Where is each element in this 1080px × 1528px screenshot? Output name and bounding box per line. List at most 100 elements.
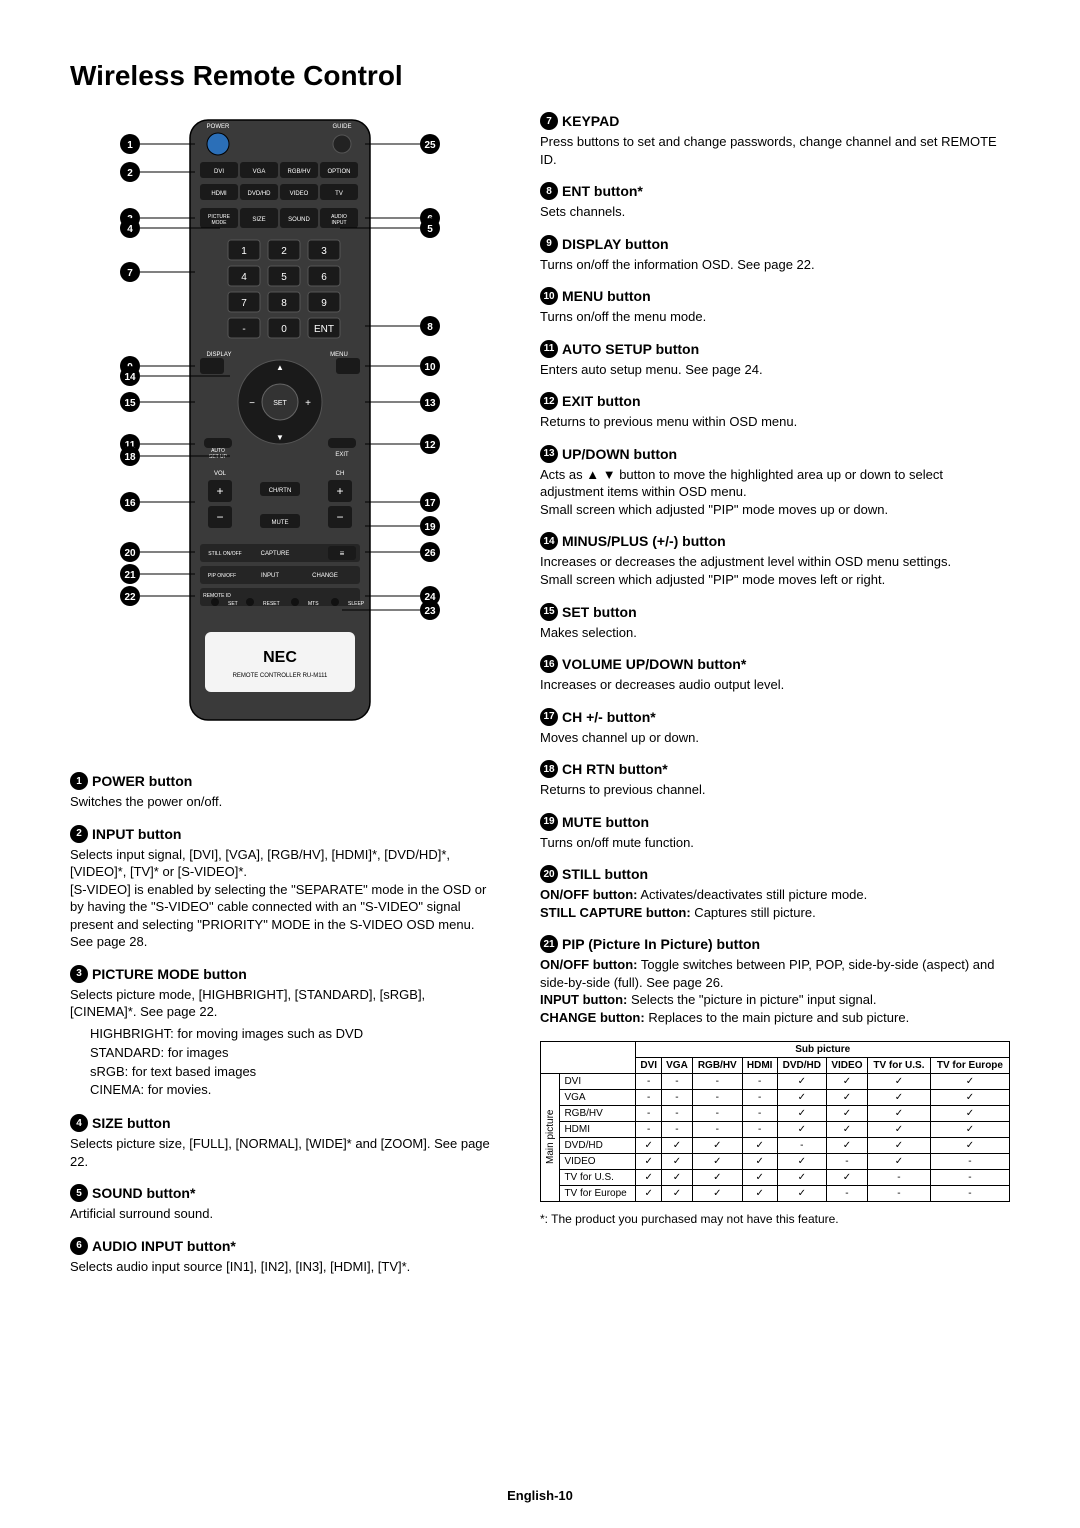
item-desc: Returns to previous menu within OSD menu… (540, 413, 1010, 431)
remote-svg: POWER GUIDE DVI VGA RGB/HV OPTION HDMI D… (110, 112, 450, 752)
item-number-icon: 13 (540, 445, 558, 463)
item-heading: 6AUDIO INPUT button* (70, 1237, 490, 1255)
item-heading: 17CH +/- button* (540, 708, 1010, 726)
item-heading: 18CH RTN button* (540, 760, 1010, 778)
svg-text:NEC: NEC (263, 649, 297, 666)
svg-text:TV: TV (335, 191, 343, 197)
item-number-icon: 5 (70, 1184, 88, 1202)
item-desc: Turns on/off the information OSD. See pa… (540, 256, 1010, 274)
svg-text:0: 0 (281, 324, 287, 335)
svg-text:4: 4 (241, 272, 247, 283)
svg-text:DISPLAY: DISPLAY (207, 352, 232, 358)
svg-text:REMOTE CONTROLLER RU-M111: REMOTE CONTROLLER RU-M111 (233, 673, 328, 679)
svg-text:7: 7 (241, 298, 247, 309)
item-14: 14MINUS/PLUS (+/-) buttonIncreases or de… (540, 532, 1010, 588)
item-13: 13UP/DOWN buttonActs as ▲ ▼ button to mo… (540, 445, 1010, 519)
item-desc: Moves channel up or down. (540, 729, 1010, 747)
item-number-icon: 10 (540, 287, 558, 305)
item-4: 4SIZE buttonSelects picture size, [FULL]… (70, 1114, 490, 1170)
svg-text:INPUT: INPUT (261, 573, 279, 579)
page-footer: English-10 (0, 1488, 1080, 1503)
svg-text:1: 1 (241, 246, 247, 257)
footnote: *: The product you purchased may not hav… (540, 1212, 1010, 1226)
svg-text:9: 9 (321, 298, 327, 309)
item-title: PIP (Picture In Picture) button (562, 936, 760, 952)
item-number-icon: 19 (540, 813, 558, 831)
svg-text:19: 19 (424, 522, 436, 533)
svg-text:14: 14 (124, 372, 136, 383)
item-title: SET button (562, 604, 637, 620)
svg-text:SLEEP: SLEEP (348, 601, 365, 607)
item-title: UP/DOWN button (562, 446, 677, 462)
svg-text:26: 26 (424, 548, 436, 559)
svg-text:1: 1 (127, 140, 133, 151)
item-title: MENU button (562, 288, 651, 304)
svg-text:25: 25 (424, 140, 436, 151)
item-title: MUTE button (562, 814, 649, 830)
svg-text:22: 22 (124, 592, 136, 603)
left-item-list: 1POWER button Switches the power on/off. 2… (70, 772, 490, 1275)
left-column: POWER GUIDE DVI VGA RGB/HV OPTION HDMI D… (70, 112, 490, 1289)
svg-text:SET: SET (273, 400, 287, 407)
item-3: 3PICTURE MODE buttonSelects picture mode… (70, 965, 490, 1100)
svg-text:7: 7 (127, 268, 133, 279)
item-9: 9DISPLAY button Turns on/off the informat… (540, 235, 1010, 274)
svg-text:SET: SET (228, 601, 238, 607)
svg-text:RGB/HV: RGB/HV (287, 169, 310, 175)
item-heading: 12EXIT button (540, 392, 1010, 410)
content-columns: POWER GUIDE DVI VGA RGB/HV OPTION HDMI D… (70, 112, 1010, 1289)
item-2: 2INPUT buttonSelects input signal, [DVI]… (70, 825, 490, 951)
svg-text:REMOTE ID: REMOTE ID (203, 593, 231, 599)
svg-text:GUIDE: GUIDE (332, 124, 351, 130)
item-number-icon: 15 (540, 603, 558, 621)
item-desc: Selects audio input source [IN1], [IN2],… (70, 1258, 490, 1276)
item-indent: HIGHBRIGHT: for moving images such as DV… (90, 1025, 490, 1100)
svg-text:13: 13 (424, 398, 436, 409)
item-number-icon: 18 (540, 760, 558, 778)
item-number-icon: 12 (540, 392, 558, 410)
item-heading: 13UP/DOWN button (540, 445, 1010, 463)
item-number-icon: 9 (540, 235, 558, 253)
item-desc: Artificial surround sound. (70, 1205, 490, 1223)
item-number-icon: 14 (540, 532, 558, 550)
svg-text:MENU: MENU (330, 352, 348, 358)
item-desc: Turns on/off mute function. (540, 834, 1010, 852)
svg-text:MUTE: MUTE (272, 520, 289, 526)
item-heading: 1POWER button (70, 772, 490, 790)
svg-text:+: + (216, 484, 223, 498)
svg-text:EXIT: EXIT (335, 452, 349, 458)
svg-text:5: 5 (281, 272, 287, 283)
svg-text:2: 2 (127, 168, 133, 179)
item-desc: Enters auto setup menu. See page 24. (540, 361, 1010, 379)
svg-text:8: 8 (281, 298, 287, 309)
item-heading: 15SET button (540, 603, 1010, 621)
item-7: 7KEYPADPress buttons to set and change p… (540, 112, 1010, 168)
svg-text:RESET: RESET (263, 601, 280, 607)
item-heading: 20STILL button (540, 865, 1010, 883)
item-title: STILL button (562, 866, 648, 882)
svg-text:23: 23 (424, 606, 436, 617)
item-desc: ON/OFF button: Toggle switches between P… (540, 956, 1010, 1026)
item-title: VOLUME UP/DOWN button* (562, 656, 746, 672)
item-heading: 5SOUND button* (70, 1184, 490, 1202)
item-title: CH RTN button* (562, 761, 668, 777)
right-column: 7KEYPADPress buttons to set and change p… (540, 112, 1010, 1289)
item-heading: 19MUTE button (540, 813, 1010, 831)
svg-text:▲: ▲ (276, 363, 284, 372)
item-title: AUTO SETUP button (562, 341, 699, 357)
svg-text:DVI: DVI (214, 169, 224, 175)
svg-text:VOL: VOL (214, 471, 227, 477)
item-heading: 16VOLUME UP/DOWN button* (540, 655, 1010, 673)
item-desc: Switches the power on/off. (70, 793, 490, 811)
svg-text:SOUND: SOUND (288, 217, 310, 223)
item-desc: Turns on/off the menu mode. (540, 308, 1010, 326)
item-number-icon: 3 (70, 965, 88, 983)
svg-text:17: 17 (424, 498, 436, 509)
item-desc: Selects input signal, [DVI], [VGA], [RGB… (70, 846, 490, 951)
svg-text:5: 5 (427, 224, 433, 235)
svg-text:21: 21 (124, 570, 136, 581)
item-title: SIZE button (92, 1115, 171, 1131)
pip-table-wrap: Sub pictureDVIVGARGB/HVHDMIDVD/HDVIDEOTV… (540, 1041, 1010, 1202)
item-title: DISPLAY button (562, 236, 669, 252)
item-heading: 14MINUS/PLUS (+/-) button (540, 532, 1010, 550)
